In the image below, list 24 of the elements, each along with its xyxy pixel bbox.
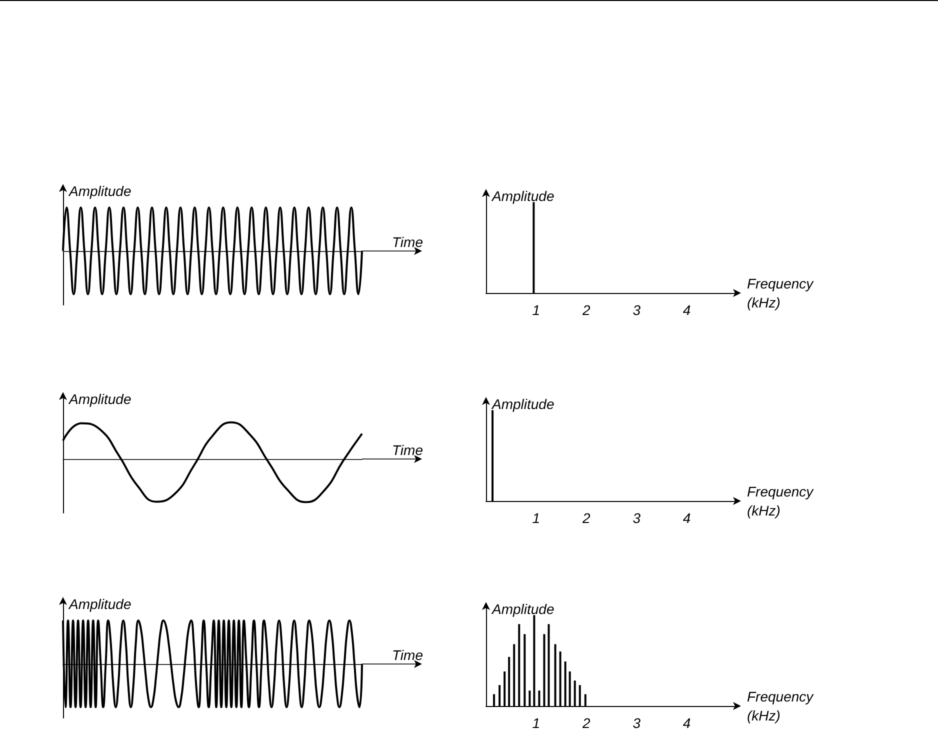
x-axis-title: Time <box>392 234 424 250</box>
x-axis-title: Frequency (kHz) <box>747 276 814 310</box>
x-tick-label: 4 <box>682 715 691 730</box>
y-axis-title: Amplitude <box>491 396 554 412</box>
x-tick-label: 4 <box>682 510 691 526</box>
x-axis-title: Frequency (kHz) <box>747 688 814 724</box>
x-tick-label: 3 <box>632 302 641 318</box>
x-tick-label: 1 <box>532 510 540 526</box>
x-tick-label: 4 <box>682 302 691 318</box>
x-tick-label: 2 <box>582 715 590 730</box>
x-axis-title: Frequency (kHz) <box>747 484 814 518</box>
x-tick-label: 2 <box>582 302 590 318</box>
x-axis-title: Time <box>392 646 424 663</box>
y-axis-title: Amplitude <box>68 391 132 407</box>
y-axis-title: Amplitude <box>491 601 554 617</box>
x-tick-label: 2 <box>582 510 590 526</box>
x-axis-title: Time <box>392 442 424 458</box>
x-tick-label: 3 <box>632 510 641 526</box>
y-axis-title: Amplitude <box>491 188 554 204</box>
y-axis-title: Amplitude <box>68 596 132 612</box>
x-tick-label: 3 <box>632 715 641 730</box>
x-tick-label: 1 <box>532 715 540 730</box>
x-tick-label: 1 <box>532 302 540 318</box>
y-axis-title: Amplitude <box>68 183 132 199</box>
